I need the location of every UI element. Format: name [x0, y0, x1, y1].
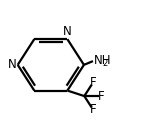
- Text: N: N: [8, 58, 17, 71]
- Text: N: N: [63, 26, 72, 39]
- Text: 2: 2: [103, 59, 108, 67]
- Text: F: F: [89, 103, 96, 116]
- Text: F: F: [98, 90, 105, 103]
- Text: F: F: [89, 76, 96, 89]
- Text: NH: NH: [94, 54, 112, 67]
